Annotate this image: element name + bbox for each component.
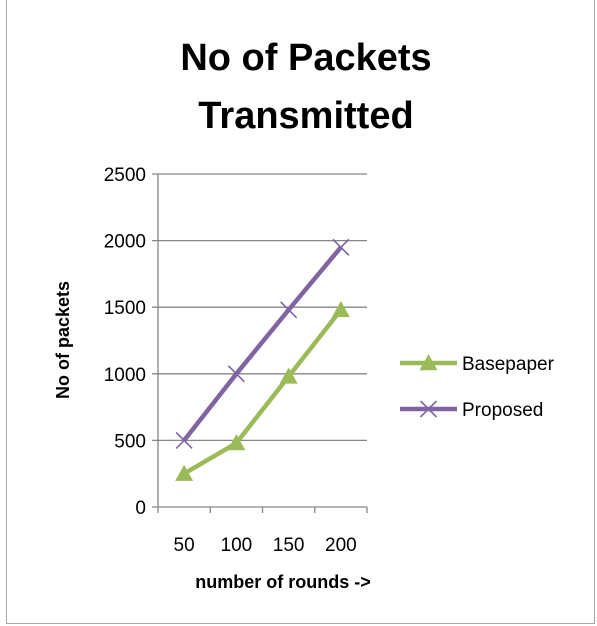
data-point-basepaper <box>175 464 194 481</box>
chart-title-line-2: Transmitted <box>198 95 413 137</box>
legend: Basepaper Proposed <box>400 354 555 421</box>
y-tick-label: 1000 <box>104 365 146 386</box>
data-point-basepaper <box>227 434 246 451</box>
x-tick-label: 50 <box>174 535 195 556</box>
series-line-proposed <box>182 245 343 442</box>
data-point-proposed <box>227 365 245 383</box>
y-tick-label: 1500 <box>104 298 146 319</box>
data-point-proposed <box>175 431 193 449</box>
data-point-proposed <box>280 301 298 319</box>
y-axis-label: No of packets <box>53 281 73 399</box>
x-tick-label: 200 <box>325 535 357 556</box>
gridlines <box>152 173 368 513</box>
legend-label-basepaper: Basepaper <box>462 354 555 375</box>
x-tick-label: 150 <box>273 535 305 556</box>
data-point-basepaper <box>279 367 298 384</box>
y-tick-label: 0 <box>135 498 146 519</box>
chart-title-line-1: No of Packets <box>180 37 431 79</box>
chart-frame <box>6 0 595 624</box>
series-line-basepaper <box>182 308 343 476</box>
legend-marker-proposed <box>419 400 438 418</box>
series-group <box>175 238 350 481</box>
legend-marker-basepaper <box>419 354 438 371</box>
data-point-basepaper <box>331 300 350 318</box>
y-tick-label: 2500 <box>104 165 146 186</box>
x-tick-label: 100 <box>221 535 253 556</box>
y-tick-label: 500 <box>114 431 146 452</box>
x-tick-labels: 50 100 150 200 <box>174 535 357 556</box>
y-tick-label: 2000 <box>104 232 146 253</box>
data-point-proposed <box>332 238 350 256</box>
x-axis-label: number of rounds -> <box>195 572 371 592</box>
legend-label-proposed: Proposed <box>462 400 543 421</box>
y-tick-labels: 0 500 1000 1500 2000 2500 <box>104 165 146 519</box>
